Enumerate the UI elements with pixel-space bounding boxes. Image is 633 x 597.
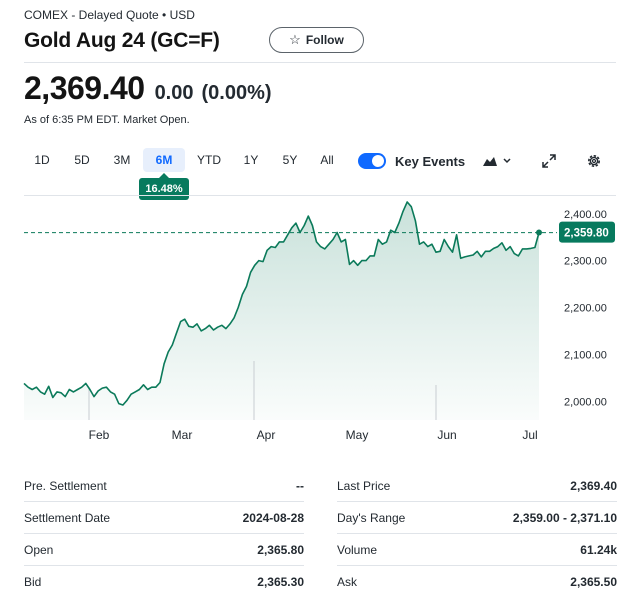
range-tab-5d[interactable]: 5D: [74, 153, 90, 167]
stat-value: 2,365.50: [570, 574, 617, 589]
quote-meta: COMEX - Delayed Quote • USD: [24, 8, 195, 22]
stat-label: Last Price: [337, 478, 391, 493]
page-title: Gold Aug 24 (GC=F): [24, 29, 220, 52]
key-events-label: Key Events: [395, 154, 466, 169]
range-tab-6m[interactable]: 6M: [143, 148, 185, 172]
stat-label: Day's Range: [337, 510, 406, 525]
y-tick-label: 2,300.00: [564, 256, 607, 268]
expand-icon: [542, 154, 556, 168]
reference-badge-bg: [559, 221, 615, 243]
stat-row: Volume 61.24k: [337, 534, 617, 566]
expand-button[interactable]: [539, 150, 559, 172]
stat-label: Bid: [24, 574, 42, 589]
as-of-text: As of 6:35 PM EDT. Market Open.: [24, 114, 190, 126]
chart-type-icon: [483, 157, 511, 166]
toggle-knob: [372, 155, 384, 167]
price-change: 0.00: [154, 82, 194, 104]
stat-value: 2024-08-28: [242, 510, 304, 525]
range-tab-5y[interactable]: 5Y: [282, 153, 298, 167]
stat-value: 2,365.80: [257, 542, 304, 557]
chart-type-button[interactable]: [480, 150, 514, 172]
stat-value: 2,359.00 - 2,371.10: [512, 510, 617, 525]
stat-value: 61.24k: [580, 542, 617, 557]
stat-label: Ask: [337, 574, 358, 589]
last-price: 2,369.40: [24, 70, 145, 106]
price-row: 2,369.40 0.00 (0.00%): [24, 70, 272, 107]
range-tab-ytd[interactable]: YTD: [197, 153, 221, 167]
reference-label: 2,359.80: [564, 228, 609, 240]
range-tab-1y[interactable]: 1Y: [243, 153, 259, 167]
y-tick-label: 2,100.00: [564, 349, 607, 361]
settings-button[interactable]: [584, 150, 604, 172]
stat-value: 2,369.40: [570, 478, 617, 493]
stat-row: Open 2,365.80: [24, 534, 304, 566]
stat-label: Pre. Settlement: [24, 478, 107, 493]
header-divider: [24, 62, 616, 63]
price-chart[interactable]: 2,400.00 2,300.00 2,200.00 2,100.00 2,000.00…: [0, 195, 633, 445]
x-tick-label: Feb: [89, 428, 110, 442]
stat-row: Day's Range 2,359.00 - 2,371.10: [337, 502, 617, 534]
stats-left-column: Pre. Settlement -- Settlement Date 2024-08-…: [24, 470, 304, 597]
stat-label: Open: [24, 542, 54, 557]
y-tick-label: 2,400.00: [564, 209, 607, 221]
range-tab-1d[interactable]: 1D: [34, 153, 50, 167]
price-change-percent: (0.00%): [201, 82, 272, 104]
range-tab-all[interactable]: All: [320, 153, 334, 167]
star-icon: ☆: [289, 32, 301, 47]
price-line: [23, 201, 540, 406]
stat-label: Settlement Date: [24, 510, 111, 525]
x-tick-label: Jul: [522, 428, 537, 442]
page-title-row: Gold Aug 24 (GC=F): [24, 27, 220, 55]
stats-right-column: Last Price 2,369.40 Day's Range 2,359.00 - …: [337, 470, 617, 597]
stat-value: --: [296, 478, 304, 493]
y-tick-label: 2,000.00: [564, 396, 607, 408]
stat-row: Ask 2,365.50: [337, 566, 617, 597]
x-tick-label: May: [346, 428, 369, 442]
stat-label: Volume: [337, 542, 378, 557]
key-events-toggle[interactable]: [358, 153, 386, 169]
stat-row: Pre. Settlement --: [24, 470, 304, 502]
reference-label-badge: 2,359.80: [559, 221, 615, 243]
price-area: [24, 202, 539, 420]
x-tick-label: Apr: [257, 428, 276, 442]
stat-value: 2,365.30: [257, 574, 304, 589]
gear-icon: [588, 155, 600, 167]
y-tick-label: 2,200.00: [564, 303, 607, 315]
stat-row: Last Price 2,369.40: [337, 470, 617, 502]
range-tab-3m[interactable]: 3M: [113, 153, 131, 167]
range-return-badge: 16.48%: [139, 173, 189, 200]
chevron-down-icon: [503, 158, 511, 164]
stat-row: Settlement Date 2024-08-28: [24, 502, 304, 534]
follow-button[interactable]: ☆ Follow: [269, 27, 364, 53]
stat-row: Bid 2,365.30: [24, 566, 304, 597]
x-tick-label: Jun: [437, 428, 456, 442]
x-tick-label: Mar: [172, 428, 193, 442]
follow-label: Follow: [305, 33, 344, 47]
last-price-dot: [536, 229, 542, 236]
